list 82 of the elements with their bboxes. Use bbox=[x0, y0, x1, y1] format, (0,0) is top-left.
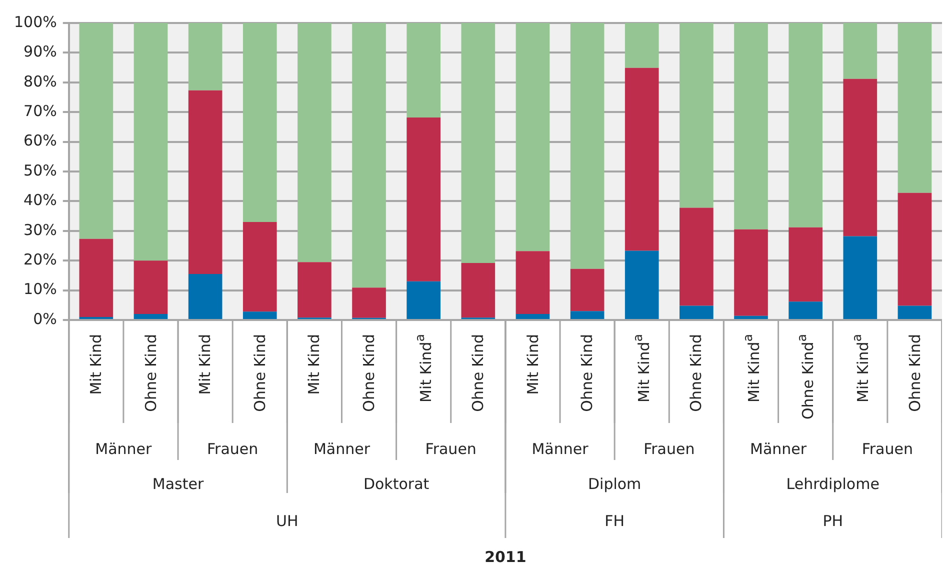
x-tick-label: Ohne Kind bbox=[469, 334, 488, 412]
bar bbox=[188, 23, 222, 90]
bar bbox=[188, 274, 222, 319]
y-tick-label: 60% bbox=[24, 132, 57, 150]
bar bbox=[461, 262, 496, 318]
bar bbox=[570, 311, 604, 319]
text: Lehrdiplome bbox=[786, 475, 880, 493]
bar bbox=[134, 23, 168, 261]
text: Frauen bbox=[425, 440, 476, 458]
bar bbox=[352, 288, 386, 318]
bar bbox=[680, 306, 714, 319]
text: Frauen bbox=[862, 440, 913, 458]
bar bbox=[134, 260, 168, 314]
y-tick-label: 30% bbox=[24, 220, 57, 239]
bar bbox=[516, 23, 550, 252]
bar bbox=[461, 23, 496, 263]
bar bbox=[406, 117, 441, 282]
y-tick-label: 80% bbox=[24, 72, 57, 90]
text: Frauen bbox=[207, 440, 258, 458]
text: Männer bbox=[95, 440, 152, 458]
x-tick-label: Mit Kind bbox=[305, 334, 324, 395]
text: Männer bbox=[750, 440, 807, 458]
bar bbox=[570, 23, 604, 269]
y-tick-label: 20% bbox=[24, 250, 57, 268]
bar bbox=[406, 23, 441, 118]
bar bbox=[188, 90, 222, 274]
text: Frauen bbox=[644, 440, 695, 458]
bar bbox=[843, 236, 878, 319]
y-tick-label: 10% bbox=[24, 280, 57, 298]
bar bbox=[624, 23, 659, 68]
bar bbox=[516, 314, 550, 319]
bar bbox=[516, 251, 550, 314]
bar bbox=[843, 23, 878, 79]
bar bbox=[898, 23, 932, 193]
bar bbox=[242, 312, 277, 319]
text: PH bbox=[822, 512, 844, 530]
text: 2011 bbox=[484, 548, 526, 566]
bar bbox=[406, 281, 441, 319]
x-tick-label: Ohne Kind bbox=[906, 334, 924, 412]
bar bbox=[242, 222, 277, 312]
bar bbox=[898, 306, 932, 319]
bar bbox=[79, 238, 114, 318]
bar bbox=[843, 78, 878, 236]
x-tick-label: Ohne Kind bbox=[687, 334, 706, 412]
bar bbox=[298, 23, 332, 262]
bar bbox=[898, 192, 932, 306]
bar bbox=[680, 23, 714, 208]
x-tick-label: Ohne Kind bbox=[250, 334, 269, 412]
y-tick-label: 40% bbox=[24, 191, 57, 210]
bar bbox=[570, 268, 604, 312]
bar bbox=[788, 302, 822, 319]
bar bbox=[734, 229, 768, 316]
x-tick-label: Mit Kind bbox=[87, 334, 106, 395]
x-tick-label: Mit Kind bbox=[524, 334, 542, 395]
text: Doktorat bbox=[363, 475, 430, 493]
bar bbox=[788, 23, 822, 228]
y-tick-label: 70% bbox=[24, 102, 57, 120]
y-tick-label: 0% bbox=[33, 310, 57, 328]
bar bbox=[734, 316, 768, 319]
x-tick-label: Ohne Kind bbox=[142, 334, 160, 412]
text: FH bbox=[604, 512, 625, 530]
y-tick-label: 100% bbox=[14, 12, 57, 31]
bar bbox=[734, 23, 768, 230]
bar bbox=[352, 23, 386, 288]
bar bbox=[298, 262, 332, 318]
bar bbox=[788, 227, 822, 302]
text: UH bbox=[276, 512, 298, 530]
bar bbox=[680, 208, 714, 306]
x-tick-label: Ohne Kind bbox=[360, 334, 378, 412]
bar bbox=[134, 314, 168, 319]
text: Männer bbox=[313, 440, 370, 458]
bar bbox=[624, 68, 659, 251]
bar bbox=[79, 23, 114, 239]
bar bbox=[624, 250, 659, 319]
text: Diplom bbox=[588, 475, 642, 493]
x-tick-label: Mit Kind bbox=[196, 334, 214, 395]
bar bbox=[242, 23, 277, 222]
y-tick-label: 50% bbox=[24, 161, 57, 180]
text: Männer bbox=[532, 440, 588, 458]
x-tick-label: Ohne Kind bbox=[578, 334, 596, 412]
text: Master bbox=[152, 475, 204, 493]
y-tick-label: 90% bbox=[24, 42, 57, 61]
